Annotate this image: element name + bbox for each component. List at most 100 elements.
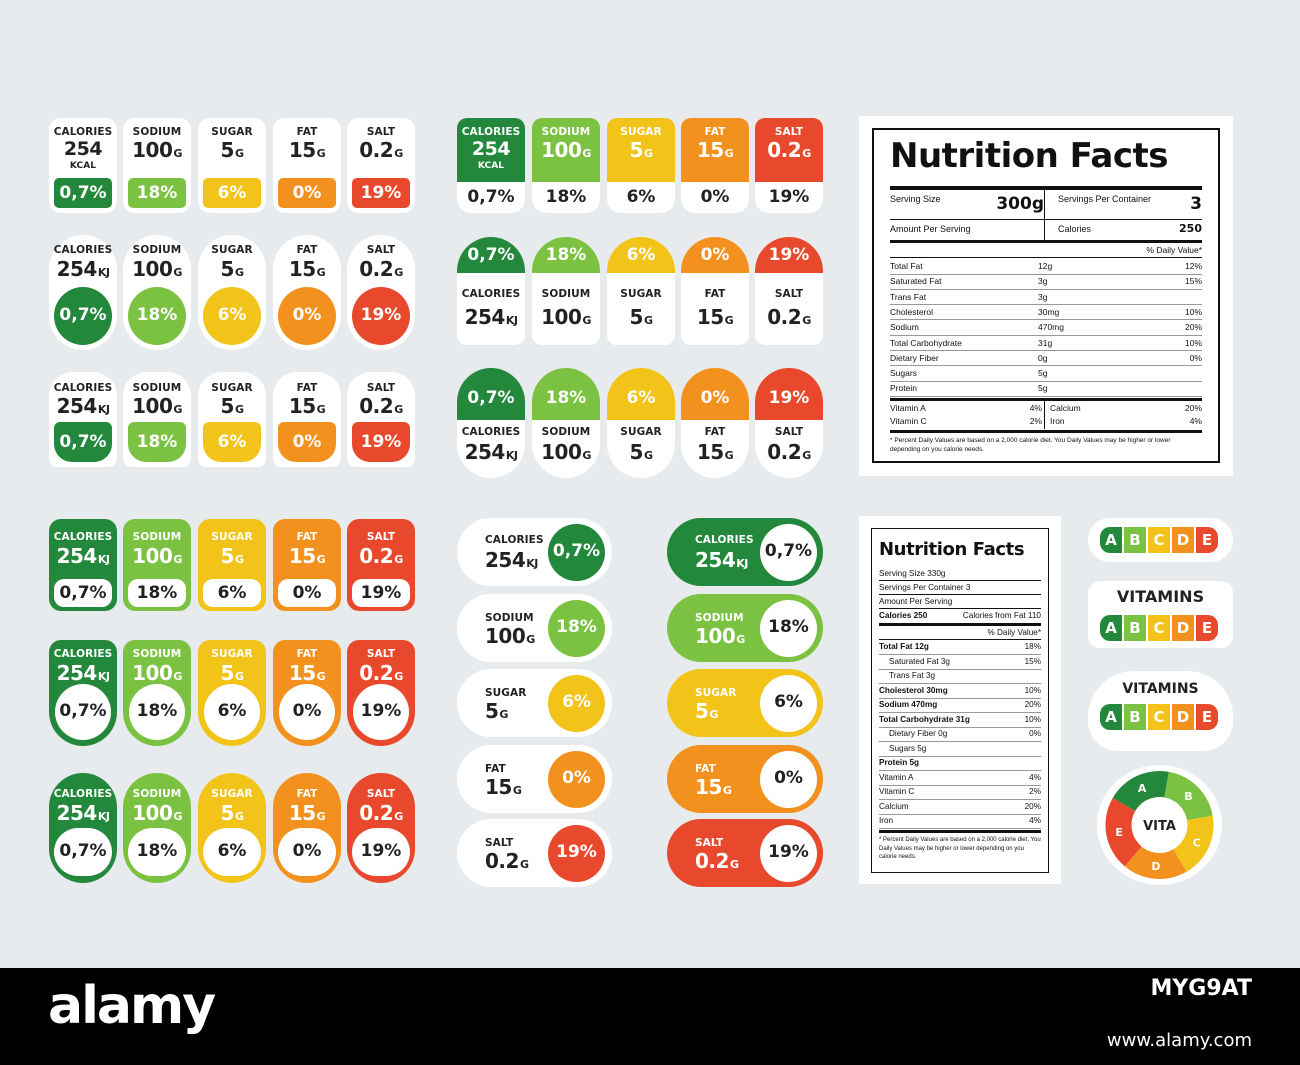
pct-text: 6% bbox=[217, 432, 247, 452]
rule-thick bbox=[890, 186, 1202, 190]
tag-a3-fat: FAT 15G 0% bbox=[273, 372, 341, 467]
fat-unit: G bbox=[316, 147, 326, 160]
rule bbox=[879, 668, 1041, 670]
pct-circle: 18% bbox=[129, 684, 185, 740]
tag-label: SUGAR bbox=[620, 288, 662, 300]
salt-value: 0.2G bbox=[755, 305, 823, 329]
rule bbox=[890, 395, 1202, 397]
pill-color-sugar: SUGAR 5G 6% bbox=[667, 669, 823, 737]
sodium-unit: G bbox=[173, 266, 182, 279]
rule bbox=[890, 365, 1202, 367]
rule bbox=[879, 799, 1041, 800]
tag-c3-calories: CALORIES 254KJ 0,7% bbox=[49, 773, 117, 883]
tag-top: SUGAR 5G bbox=[607, 118, 675, 182]
sugar-value: 5G bbox=[198, 801, 266, 825]
pill-color-fat: FAT 15G 0% bbox=[667, 745, 823, 813]
pct-top: 18% bbox=[532, 368, 600, 420]
salt-unit: G bbox=[394, 266, 403, 279]
nf-row-dv: 12% bbox=[1184, 261, 1202, 271]
tag-top: CALORIES 254 KCAL bbox=[457, 118, 525, 182]
tag-b1-salt: SALT 0.2G 19% bbox=[755, 118, 823, 213]
fat-value: 15G bbox=[273, 544, 341, 568]
salt-number: 0.2 bbox=[485, 849, 519, 873]
sugar-unit: G bbox=[234, 147, 244, 160]
vit-name2: Calcium bbox=[1050, 403, 1081, 413]
tag-label: CALORIES bbox=[461, 126, 521, 138]
rule-v bbox=[1044, 190, 1045, 240]
pct-block: 0,7% bbox=[54, 422, 112, 462]
pct-bar: 0,7% bbox=[54, 178, 112, 208]
fat-unit: G bbox=[316, 810, 326, 823]
rule bbox=[890, 350, 1202, 351]
nf-row-dv: 15% bbox=[1024, 656, 1041, 666]
pct-text: 19% bbox=[360, 183, 402, 203]
pct-text: 6% bbox=[774, 692, 803, 712]
tag-c3-salt: SALT 0.2G 19% bbox=[347, 773, 415, 883]
nf-row-amount: 3g bbox=[1038, 276, 1048, 287]
grade-d: D bbox=[1172, 615, 1194, 641]
pct-text: 6% bbox=[562, 692, 591, 712]
nf-row-amount: 470mg bbox=[1038, 322, 1064, 333]
tag-c1-calories: CALORIES 254KJ 0,7% bbox=[49, 519, 117, 611]
nutrition-facts-small: Nutrition Facts Serving Size 330g Servings… bbox=[859, 516, 1061, 884]
salt-number: 0.2 bbox=[359, 544, 394, 568]
salt-unit: G bbox=[802, 147, 811, 160]
fat-number: 15 bbox=[288, 138, 316, 162]
nf-row-name: Protein bbox=[890, 383, 917, 394]
nf-row-dv: 10% bbox=[1184, 337, 1202, 348]
nf-title: Nutrition Facts bbox=[890, 136, 1168, 176]
rule bbox=[890, 334, 1202, 336]
salt-number: 0.2 bbox=[359, 394, 394, 418]
nf-row-name: Cholesterol bbox=[890, 306, 933, 317]
pct-circle: 0,7% bbox=[55, 684, 111, 740]
tag-label: FAT bbox=[296, 648, 318, 660]
rule bbox=[879, 813, 1041, 815]
nf-row-name: Calcium bbox=[879, 801, 909, 811]
rule bbox=[879, 726, 1041, 728]
tag-label: SALT bbox=[774, 288, 804, 300]
nf-row-name: Sodium bbox=[890, 322, 919, 333]
calories-unit: KJ bbox=[505, 314, 518, 327]
tag-b1-calories: CALORIES 254 KCAL 0,7% bbox=[457, 118, 525, 213]
sodium-number: 100 bbox=[132, 661, 173, 685]
tag-label: SODIUM bbox=[132, 531, 182, 543]
sugar-unit: G bbox=[234, 266, 244, 279]
sodium-number: 100 bbox=[132, 394, 173, 418]
calories-value: 254KJ bbox=[49, 661, 117, 685]
kcal-unit: KCAL bbox=[477, 161, 505, 171]
pct-text: 6% bbox=[217, 183, 247, 203]
tag-label: FAT bbox=[704, 126, 726, 138]
fat-value: 15G bbox=[273, 801, 341, 825]
fat-unit: G bbox=[724, 147, 734, 160]
fat-value: 15G bbox=[681, 305, 749, 329]
fat-number: 15 bbox=[288, 394, 316, 418]
nf-row-name: Vitamin A bbox=[879, 772, 914, 782]
grade-b: B bbox=[1124, 704, 1146, 730]
fat-value: 15G bbox=[273, 138, 341, 162]
pill-color-calories: CALORIES 254KJ 0,7% bbox=[667, 518, 823, 586]
sugar-value: 5G bbox=[198, 661, 266, 685]
grade-c: C bbox=[1148, 615, 1170, 641]
pct-circle: 0% bbox=[278, 287, 336, 345]
tag-b2-calories: 0,7% CALORIES 254KJ bbox=[457, 237, 525, 345]
nf-row-name: Sugars 5g bbox=[889, 743, 927, 753]
calories-value: 254KJ bbox=[485, 548, 538, 572]
tag-c1-sugar: SUGAR 5G 6% bbox=[198, 519, 266, 611]
pct-box: 0,7% bbox=[54, 579, 112, 607]
pct-text: 19% bbox=[768, 842, 809, 862]
fat-number: 15 bbox=[695, 775, 722, 799]
sugar-unit: G bbox=[499, 708, 508, 721]
tag-label: SODIUM bbox=[541, 426, 591, 438]
tag-label: FAT bbox=[704, 426, 726, 438]
rule-v bbox=[1044, 401, 1045, 429]
vita-segment-b bbox=[1164, 771, 1213, 821]
tag-a1-salt: SALT 0.2G 19% bbox=[347, 118, 415, 213]
fat-number: 15 bbox=[696, 440, 724, 464]
vit-dv: 4% bbox=[1029, 403, 1042, 413]
sugar-unit: G bbox=[643, 449, 653, 462]
calories-unit: KJ bbox=[97, 403, 110, 416]
sugar-value: 5G bbox=[607, 138, 675, 162]
pct-block: 0% bbox=[278, 422, 336, 462]
calories-label: Calories bbox=[1058, 224, 1092, 234]
tag-b1-sugar: SUGAR 5G 6% bbox=[607, 118, 675, 213]
